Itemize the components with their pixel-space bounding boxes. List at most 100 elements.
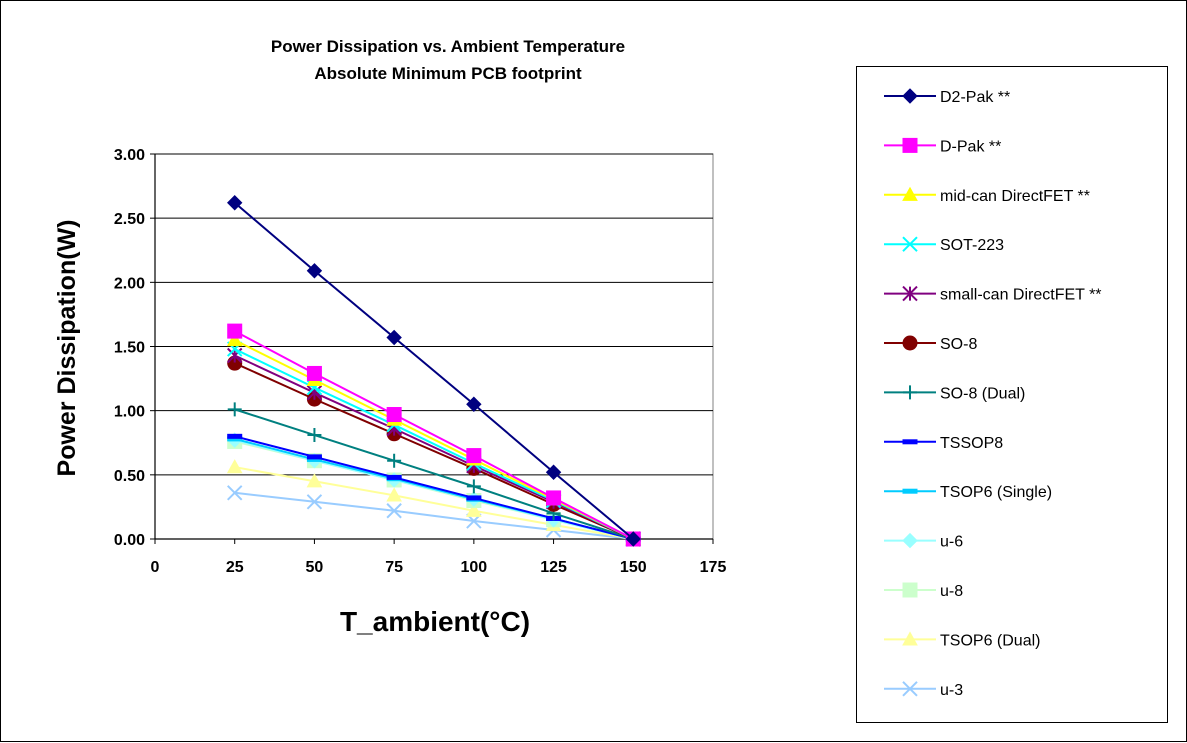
- series-2-point: [546, 490, 562, 506]
- legend-swatch-marker: [902, 532, 918, 549]
- legend-svg: D2-Pak ** D-Pak ** mid-can DirectFET ** SOT…: [884, 88, 1102, 699]
- grid-layer: [154, 153, 714, 540]
- series-1-point: [545, 464, 562, 480]
- legend-item: mid-can DirectFET **: [884, 186, 1090, 205]
- legend-swatch-marker: [902, 335, 918, 351]
- x-tick-label: 25: [226, 559, 244, 576]
- series-2-line: [234, 330, 634, 540]
- legend-item: TSOP6 (Single): [884, 484, 1052, 501]
- legend-swatch-marker: [902, 137, 918, 153]
- series-1-point: [306, 263, 323, 279]
- legend: D2-Pak ** D-Pak ** mid-can DirectFET ** SOT…: [856, 66, 1168, 723]
- series-5-line: [234, 354, 634, 540]
- legend-item: TSOP6 (Dual): [884, 631, 1040, 649]
- legend-item: small-can DirectFET **: [884, 285, 1102, 304]
- legend-item: u-8: [884, 582, 963, 600]
- legend-swatch-marker: [902, 488, 918, 494]
- legend-label: u-8: [940, 583, 963, 600]
- legend-swatch-marker: [902, 582, 918, 598]
- legend-label: u-6: [940, 534, 963, 551]
- series-13-line: [234, 491, 634, 540]
- legend-label: u-3: [940, 682, 963, 699]
- x-tick-label: 175: [700, 559, 727, 576]
- series-1-line: [234, 202, 634, 540]
- y-tick-label: 1.00: [114, 404, 145, 421]
- series-12-point: [466, 502, 482, 517]
- series-12-point: [306, 473, 323, 488]
- series-1-point: [227, 195, 243, 211]
- y-tick-label: 1.50: [114, 340, 145, 357]
- series-8-line: [234, 435, 634, 540]
- y-tick-label: 3.00: [114, 147, 145, 164]
- series-8-point: [227, 433, 243, 439]
- chart-title: Power Dissipation vs. Ambient Temperatur…: [271, 37, 625, 56]
- series-4-line: [234, 348, 634, 540]
- series-2: [227, 323, 641, 547]
- x-tick-label: 100: [461, 559, 488, 576]
- legend-label: TSOP6 (Single): [940, 484, 1052, 501]
- legend-item: D2-Pak **: [884, 88, 1010, 106]
- series-8-point: [306, 454, 322, 460]
- series-7-point: [227, 402, 242, 417]
- x-tick-label: 125: [540, 559, 567, 576]
- legend-label: D2-Pak **: [940, 89, 1010, 106]
- legend-swatch-marker: [902, 285, 918, 302]
- series-1: [227, 195, 641, 547]
- series-13-point: [227, 485, 243, 501]
- series-7-point: [307, 428, 322, 443]
- legend-item: SOT-223: [884, 236, 1004, 254]
- legend-item: D-Pak **: [884, 137, 1001, 155]
- legend-label: SO-8 (Dual): [940, 385, 1025, 402]
- x-tick-label: 150: [620, 559, 647, 576]
- series-2-point: [306, 365, 322, 381]
- chart-subtitle: Absolute Minimum PCB footprint: [314, 64, 582, 83]
- series-7-point: [466, 479, 481, 494]
- series-layer: [226, 195, 642, 547]
- legend-label: SOT-223: [940, 237, 1004, 254]
- x-tick-label: 75: [385, 559, 403, 576]
- legend-item: SO-8: [884, 335, 977, 353]
- y-tick-label: 0.00: [114, 532, 145, 549]
- series-1-point: [625, 531, 641, 547]
- y-axis-title: Power Dissipation(W): [53, 220, 81, 477]
- series-8-point: [386, 474, 402, 480]
- series-2-point: [386, 407, 402, 423]
- series-12-point: [226, 459, 243, 474]
- series-6-line: [234, 362, 634, 540]
- legend-item: u-6: [884, 532, 963, 551]
- series-1-point: [386, 329, 402, 346]
- legend-swatch-marker: [902, 236, 918, 252]
- y-tick-label: 2.00: [114, 275, 145, 292]
- legend-label: small-can DirectFET **: [940, 287, 1102, 304]
- series-13-point: [306, 494, 323, 510]
- series-7-line: [234, 408, 634, 540]
- x-axis-title: T_ambient(°C): [340, 606, 530, 637]
- legend-swatch-marker: [902, 186, 918, 201]
- series-13-point: [386, 503, 402, 519]
- x-tick-label: 50: [306, 559, 324, 576]
- x-tick-label: 0: [151, 559, 160, 576]
- series-8-point: [466, 495, 482, 501]
- series-7-point: [387, 453, 402, 468]
- legend-label: D-Pak **: [940, 138, 1001, 155]
- legend-item: u-3: [884, 681, 963, 699]
- y-tick-label: 0.50: [114, 468, 145, 485]
- legend-swatch-marker: [902, 631, 918, 646]
- legend-label: TSOP6 (Dual): [940, 632, 1040, 649]
- legend-item: SO-8 (Dual): [884, 385, 1025, 402]
- series-3-point: [226, 332, 243, 347]
- legend-swatch-marker: [902, 439, 918, 445]
- series-12-point: [386, 487, 402, 502]
- legend-item: TSSOP8: [884, 435, 1003, 452]
- legend-swatch-marker: [902, 681, 918, 697]
- axis-layer: 0.00 0.50 1.00 1.50 2.00 2.50 3.00 0 25 50 75 100 12…: [114, 147, 727, 576]
- legend-label: TSSOP8: [940, 435, 1003, 452]
- series-1-point: [466, 396, 482, 412]
- y-tick-label: 2.50: [114, 211, 145, 228]
- legend-label: SO-8: [940, 336, 977, 353]
- legend-swatch-marker: [902, 88, 918, 104]
- series-2-point: [466, 448, 482, 464]
- series-12-line: [234, 466, 634, 540]
